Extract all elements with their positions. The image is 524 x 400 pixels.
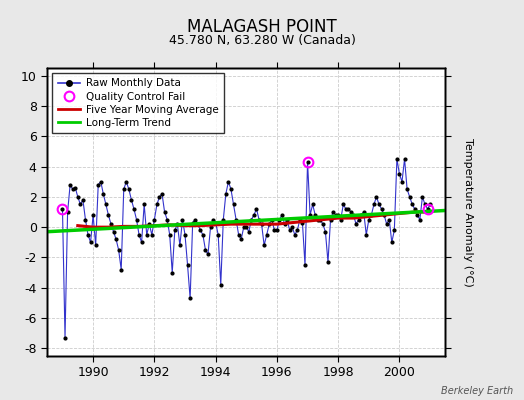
Text: MALAGASH POINT: MALAGASH POINT (187, 18, 337, 36)
Text: 45.780 N, 63.280 W (Canada): 45.780 N, 63.280 W (Canada) (169, 34, 355, 47)
Y-axis label: Temperature Anomaly (°C): Temperature Anomaly (°C) (463, 138, 473, 286)
Legend: Raw Monthly Data, Quality Control Fail, Five Year Moving Average, Long-Term Tren: Raw Monthly Data, Quality Control Fail, … (52, 73, 224, 133)
Text: Berkeley Earth: Berkeley Earth (441, 386, 514, 396)
